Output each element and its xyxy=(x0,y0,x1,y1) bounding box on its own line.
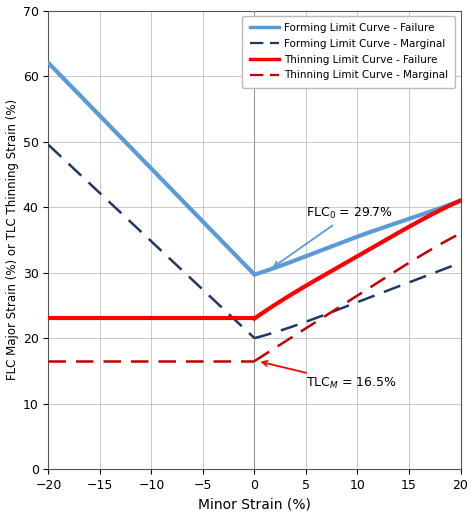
Text: TLC$_M$ = 16.5%: TLC$_M$ = 16.5% xyxy=(262,361,397,391)
Text: FLC$_0$ = 29.7%: FLC$_0$ = 29.7% xyxy=(274,206,393,267)
Legend: Forming Limit Curve - Failure, Forming Limit Curve - Marginal, Thinning Limit Cu: Forming Limit Curve - Failure, Forming L… xyxy=(242,16,456,87)
Y-axis label: FLC Major Strain (%) or TLC Thinning Strain (%): FLC Major Strain (%) or TLC Thinning Str… xyxy=(6,99,18,381)
X-axis label: Minor Strain (%): Minor Strain (%) xyxy=(198,497,311,511)
